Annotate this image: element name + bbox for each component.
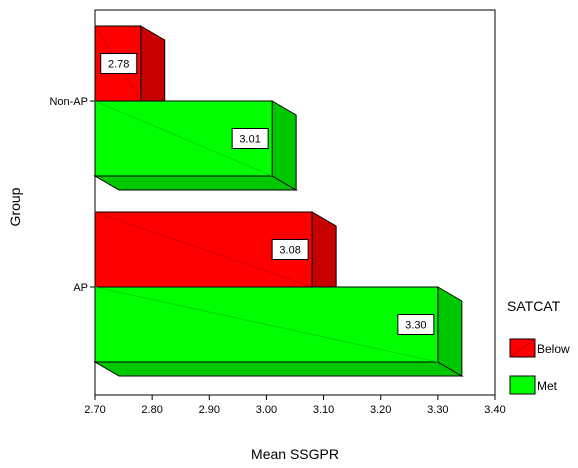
legend-item-met: Met	[509, 375, 558, 395]
data-label: 3.30	[397, 314, 435, 335]
x-tick-label: 2.70	[84, 404, 105, 416]
bar-shading-line	[94, 100, 273, 177]
x-axis-title: Mean SSGPR	[251, 446, 339, 462]
legend-swatch-below-diagonal	[509, 338, 536, 358]
data-label-box	[397, 314, 435, 335]
legend-item-below: Below	[509, 338, 570, 358]
data-label-text: 3.01	[239, 134, 260, 146]
bar-shading-line	[94, 286, 438, 363]
x-tick-label: 3.20	[370, 404, 391, 416]
bar-bottom-face	[93, 361, 464, 377]
x-axis-ticks: 2.70 2.80 2.90 3.00 3.10 3.20 3.30 3.40	[84, 395, 506, 416]
data-label-box	[100, 53, 138, 74]
y-tick-label: AP	[73, 282, 88, 294]
data-label: 3.01	[231, 128, 269, 149]
x-tick-label: 2.90	[199, 404, 220, 416]
legend-label-below: Below	[537, 342, 570, 356]
data-label-text: 2.78	[108, 59, 129, 71]
x-tick-label: 3.10	[313, 404, 334, 416]
legend-swatch-met	[509, 375, 536, 395]
bars-group: 2.78 3.01 3.08 3.30	[93, 25, 464, 377]
y-tick-label: Non-AP	[49, 96, 88, 108]
x-tick-label: 3.00	[256, 404, 277, 416]
data-label-box	[231, 128, 269, 149]
x-tick-label: 3.40	[484, 404, 505, 416]
x-tick-label: 2.80	[141, 404, 162, 416]
bar-shading-line	[94, 211, 313, 288]
bar-met-ap: 3.30	[93, 286, 464, 377]
y-axis-title: Group	[7, 187, 23, 226]
data-label-text: 3.08	[279, 245, 300, 257]
legend-label-met: Met	[537, 379, 558, 393]
bar-side-face	[271, 100, 297, 191]
x-tick-label: 3.30	[427, 404, 448, 416]
data-label: 2.78	[100, 53, 138, 74]
data-label-box	[271, 239, 309, 260]
data-label: 3.08	[271, 239, 309, 260]
legend-title: SATCAT	[507, 298, 561, 314]
bar-met-non-ap: 3.01	[93, 100, 298, 191]
y-axis-ticks: Non-AP AP	[49, 96, 95, 294]
bar-side-face	[437, 286, 463, 377]
data-label-text: 3.30	[405, 320, 426, 332]
bar-bottom-face	[93, 175, 298, 191]
